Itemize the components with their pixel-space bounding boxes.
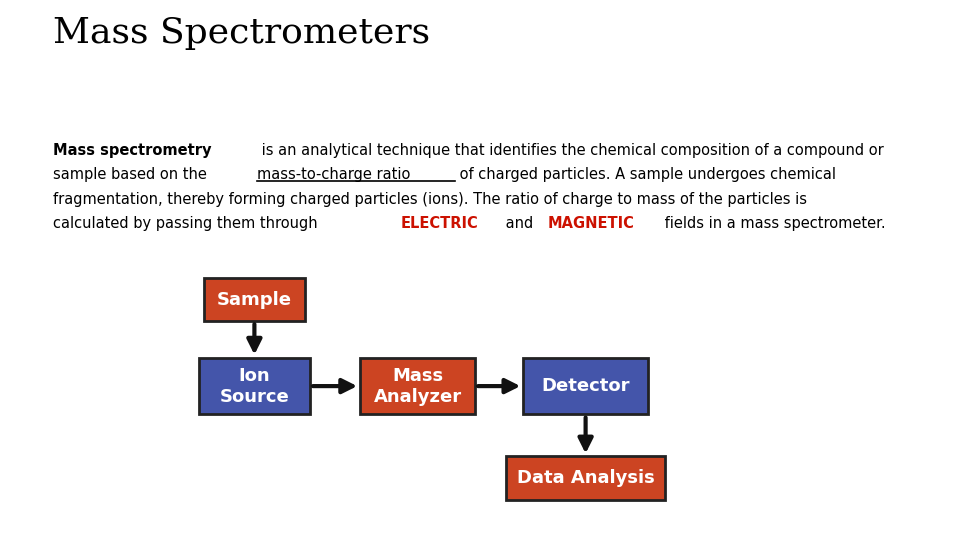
- FancyBboxPatch shape: [360, 358, 475, 415]
- FancyBboxPatch shape: [204, 278, 305, 321]
- Text: fragmentation, thereby forming charged particles (ions). The ratio of charge to : fragmentation, thereby forming charged p…: [53, 192, 806, 207]
- Text: Ion
Source: Ion Source: [220, 367, 289, 406]
- FancyBboxPatch shape: [507, 456, 664, 500]
- Text: fields in a mass spectrometer.: fields in a mass spectrometer.: [660, 216, 886, 231]
- Text: and: and: [500, 216, 538, 231]
- Text: Mass spectrometry: Mass spectrometry: [53, 143, 211, 158]
- Text: is an analytical technique that identifies the chemical composition of a compoun: is an analytical technique that identifi…: [257, 143, 884, 158]
- Text: mass-to-charge ratio: mass-to-charge ratio: [257, 167, 411, 183]
- Text: Mass Spectrometers: Mass Spectrometers: [53, 16, 430, 50]
- Text: ELECTRIC: ELECTRIC: [400, 216, 478, 231]
- FancyBboxPatch shape: [200, 358, 309, 415]
- Text: sample based on the: sample based on the: [53, 167, 211, 183]
- Text: Detector: Detector: [541, 377, 630, 395]
- Text: calculated by passing them through: calculated by passing them through: [53, 216, 322, 231]
- Text: Mass
Analyzer: Mass Analyzer: [373, 367, 462, 406]
- Text: Sample: Sample: [217, 291, 292, 309]
- FancyBboxPatch shape: [523, 358, 648, 415]
- Text: Data Analysis: Data Analysis: [516, 469, 655, 487]
- Text: of charged particles. A sample undergoes chemical: of charged particles. A sample undergoes…: [455, 167, 836, 183]
- Text: MAGNETIC: MAGNETIC: [548, 216, 635, 231]
